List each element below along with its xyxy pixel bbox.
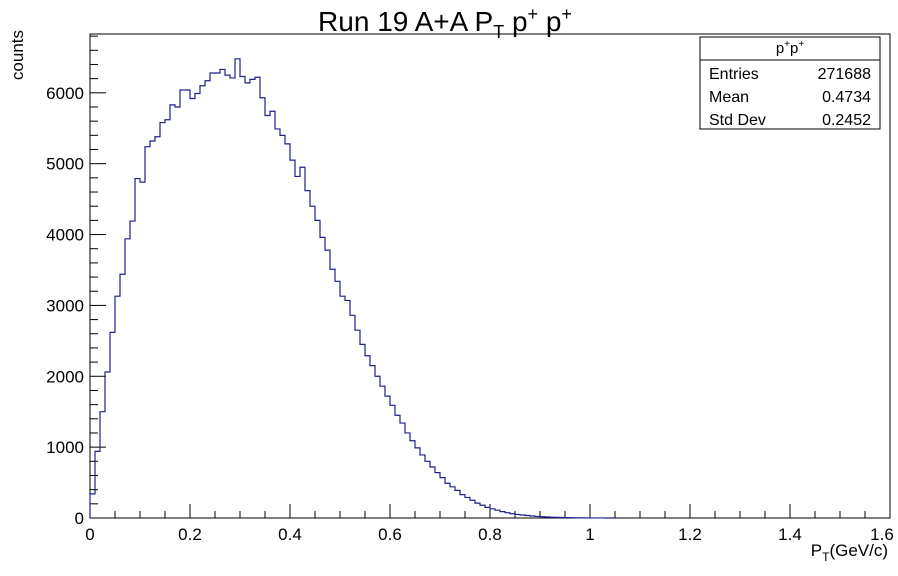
- y-tick-label: 0: [75, 509, 84, 528]
- x-axis-ticks: 0 0.2 0.4 0.6 0.8 1 1.2 1.4 1.6: [85, 504, 894, 544]
- x-tick-label: 1: [585, 525, 594, 544]
- chart-title: Run 19 A+A PT p+ p+: [318, 4, 572, 42]
- histogram-series: [89, 58, 615, 519]
- x-tick-label: 0.2: [178, 525, 202, 544]
- stats-box-title: p+p+: [776, 39, 805, 57]
- y-axis-ticks: 0 1000 2000 3000 4000 5000 6000: [46, 35, 106, 528]
- x-tick-label: 1.6: [870, 525, 894, 544]
- y-tick-label: 4000: [46, 226, 84, 245]
- x-tick-label: 0.6: [378, 525, 402, 544]
- x-tick-label: 1.4: [778, 525, 802, 544]
- x-tick-label: 0: [85, 525, 94, 544]
- y-axis-label: counts: [8, 30, 27, 80]
- y-tick-label: 2000: [46, 367, 84, 386]
- x-tick-label: 0.4: [278, 525, 302, 544]
- stats-stddev-value: 0.2452: [822, 112, 871, 129]
- y-tick-label: 3000: [46, 296, 84, 315]
- stats-mean-value: 0.4734: [822, 89, 871, 106]
- stats-entries-label: Entries: [709, 66, 759, 83]
- chart-title-subscript: T: [493, 22, 504, 42]
- y-tick-label: 1000: [46, 438, 84, 457]
- x-axis-label: PT(GeV/c): [811, 541, 888, 564]
- stats-entries-value: 271688: [818, 66, 871, 83]
- y-tick-label: 5000: [46, 155, 84, 174]
- y-tick-label: 6000: [46, 84, 84, 103]
- stats-mean-label: Mean: [709, 89, 749, 106]
- x-tick-label: 0.8: [478, 525, 502, 544]
- stats-box: p+p+ Entries 271688 Mean 0.4734 Std Dev …: [699, 36, 881, 130]
- x-tick-label: 1.2: [678, 525, 702, 544]
- stats-stddev-label: Std Dev: [709, 112, 766, 129]
